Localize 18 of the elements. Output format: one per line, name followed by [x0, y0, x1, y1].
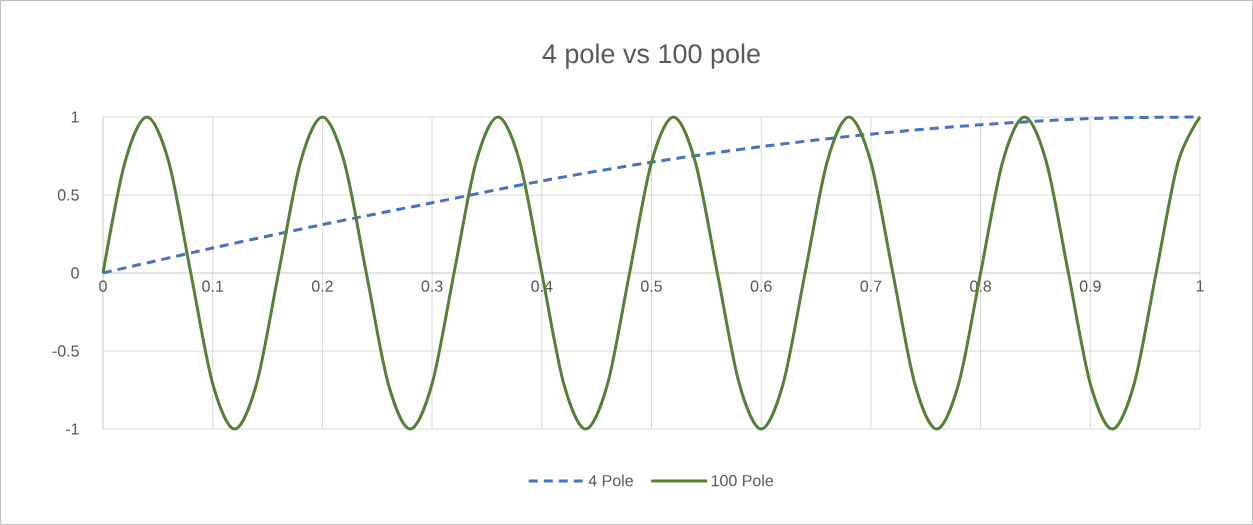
x-tick-label: 0.5 — [641, 280, 662, 292]
x-tick-label: 0 — [99, 280, 107, 292]
y-tick-label: 0 — [71, 267, 79, 279]
x-tick-label: 0.9 — [1079, 280, 1101, 292]
chart-title: 4 pole vs 100 pole — [542, 43, 760, 69]
x-tick-label: 0.7 — [860, 280, 882, 292]
x-tick-label: 1 — [1196, 280, 1204, 292]
x-tick-label: 0.2 — [311, 280, 333, 292]
x-tick-label: 0.3 — [421, 280, 443, 292]
x-tick-label: 0.1 — [202, 280, 224, 292]
legend-label: 4 Pole — [588, 474, 633, 487]
line-series — [101, 115, 1202, 431]
y-tick-label: 0.5 — [57, 189, 79, 201]
y-tick-label: 1 — [71, 111, 79, 123]
x-tick-label: 0.6 — [750, 280, 772, 292]
y-tick-label: -0.5 — [52, 345, 79, 357]
legend-label: 100 Pole — [711, 474, 774, 487]
y-tick-label: -1 — [65, 423, 79, 435]
